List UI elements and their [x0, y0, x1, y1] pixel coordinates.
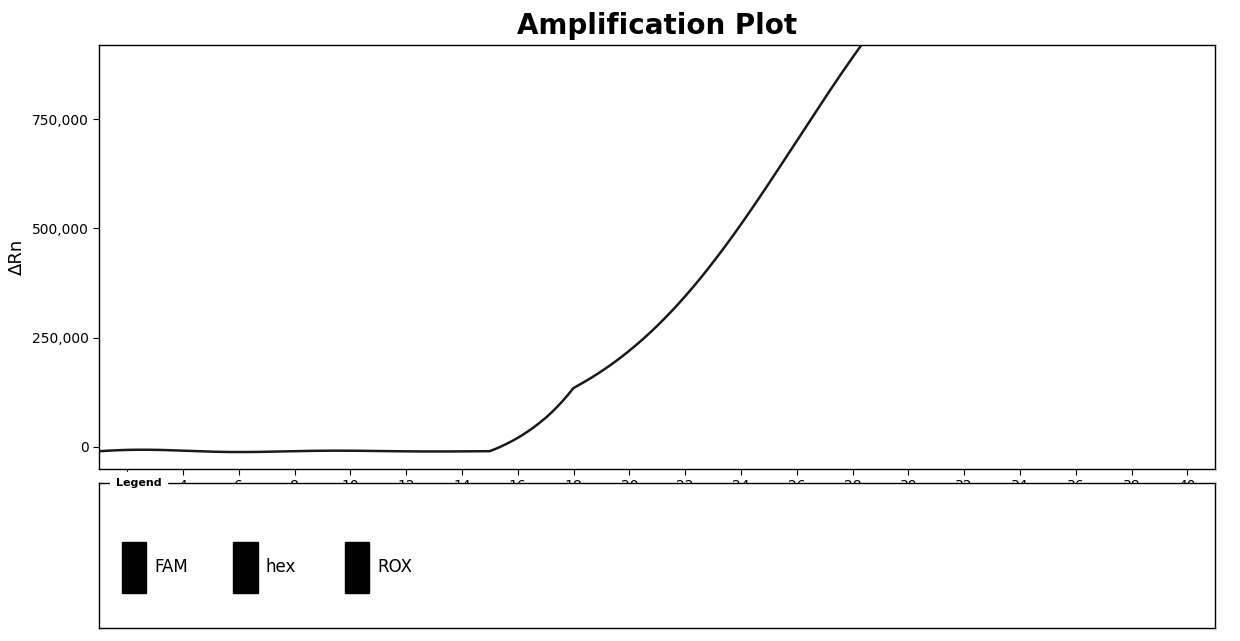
Title: Amplification Plot: Amplification Plot — [517, 12, 797, 40]
FancyBboxPatch shape — [233, 542, 258, 592]
FancyBboxPatch shape — [122, 542, 146, 592]
Text: hex: hex — [265, 558, 296, 576]
Text: FAM: FAM — [154, 558, 187, 576]
Text: ROX: ROX — [377, 558, 412, 576]
Y-axis label: ΔRn: ΔRn — [9, 238, 26, 275]
Text: Legend: Legend — [117, 478, 161, 488]
FancyBboxPatch shape — [345, 542, 370, 592]
X-axis label: Cycle: Cycle — [632, 499, 682, 517]
